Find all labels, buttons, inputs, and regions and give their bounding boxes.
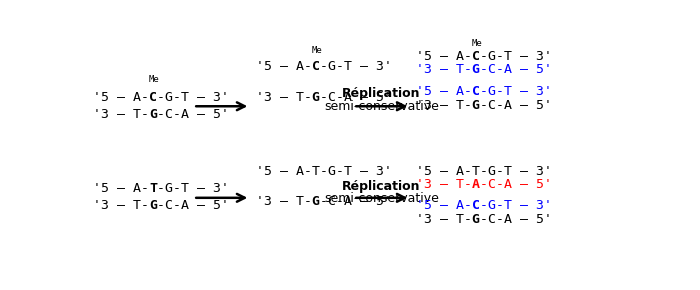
Text: -G-T — 3': -G-T — 3': [480, 199, 552, 212]
Text: G: G: [472, 99, 480, 112]
Text: G: G: [312, 91, 320, 104]
Text: G: G: [312, 195, 320, 208]
Text: -C-A — 5': -C-A — 5': [157, 199, 229, 212]
Text: Me: Me: [312, 46, 323, 55]
Text: T: T: [149, 182, 157, 195]
Text: '3 — T-: '3 — T-: [93, 199, 149, 212]
Text: '3 — T-: '3 — T-: [416, 178, 472, 191]
Text: -G-T — 3': -G-T — 3': [480, 50, 552, 63]
Text: semi-conservative: semi-conservative: [324, 100, 439, 113]
Text: G: G: [149, 108, 157, 121]
Text: -C-A — 5': -C-A — 5': [480, 178, 552, 191]
Text: -C-A — 5': -C-A — 5': [320, 195, 392, 208]
Text: Réplication: Réplication: [342, 88, 421, 100]
Text: G: G: [472, 63, 480, 76]
Text: Me: Me: [149, 75, 160, 84]
Text: -G-T — 3': -G-T — 3': [157, 91, 229, 104]
Text: -G-T — 3': -G-T — 3': [157, 182, 229, 195]
Text: G: G: [149, 199, 157, 212]
Text: '5 — A-T-G-T — 3': '5 — A-T-G-T — 3': [416, 164, 552, 177]
Text: -G-T — 3': -G-T — 3': [320, 59, 392, 72]
Text: -C-A — 5': -C-A — 5': [157, 108, 229, 121]
Text: '5 — A-T-G-T — 3': '5 — A-T-G-T — 3': [256, 164, 392, 177]
Text: '3 — T-: '3 — T-: [416, 63, 472, 76]
Text: C: C: [149, 91, 157, 104]
Text: '5 — A-: '5 — A-: [416, 85, 472, 98]
Text: C: C: [472, 199, 480, 212]
Text: -C-A — 5': -C-A — 5': [480, 63, 552, 76]
Text: '5 — A-: '5 — A-: [93, 182, 149, 195]
Text: Me: Me: [472, 39, 482, 48]
Text: C: C: [472, 50, 480, 63]
Text: C: C: [312, 59, 320, 72]
Text: '5 — A-: '5 — A-: [256, 59, 312, 72]
Text: '3 — T-: '3 — T-: [93, 108, 149, 121]
Text: semi-conservative: semi-conservative: [324, 193, 439, 205]
Text: -C-A — 5': -C-A — 5': [320, 91, 392, 104]
Text: -C-A — 5': -C-A — 5': [480, 99, 552, 112]
Text: '5 — A-: '5 — A-: [416, 50, 472, 63]
Text: '3 — T-: '3 — T-: [416, 99, 472, 112]
Text: '3 — T-: '3 — T-: [256, 91, 312, 104]
Text: '3 — T-: '3 — T-: [416, 213, 472, 226]
Text: C: C: [472, 85, 480, 98]
Text: '5 — A-: '5 — A-: [416, 199, 472, 212]
Text: A: A: [472, 178, 480, 191]
Text: -C-A — 5': -C-A — 5': [480, 213, 552, 226]
Text: '3 — T-: '3 — T-: [256, 195, 312, 208]
Text: Réplication: Réplication: [342, 180, 421, 193]
Text: G: G: [472, 213, 480, 226]
Text: -G-T — 3': -G-T — 3': [480, 85, 552, 98]
Text: '5 — A-: '5 — A-: [93, 91, 149, 104]
